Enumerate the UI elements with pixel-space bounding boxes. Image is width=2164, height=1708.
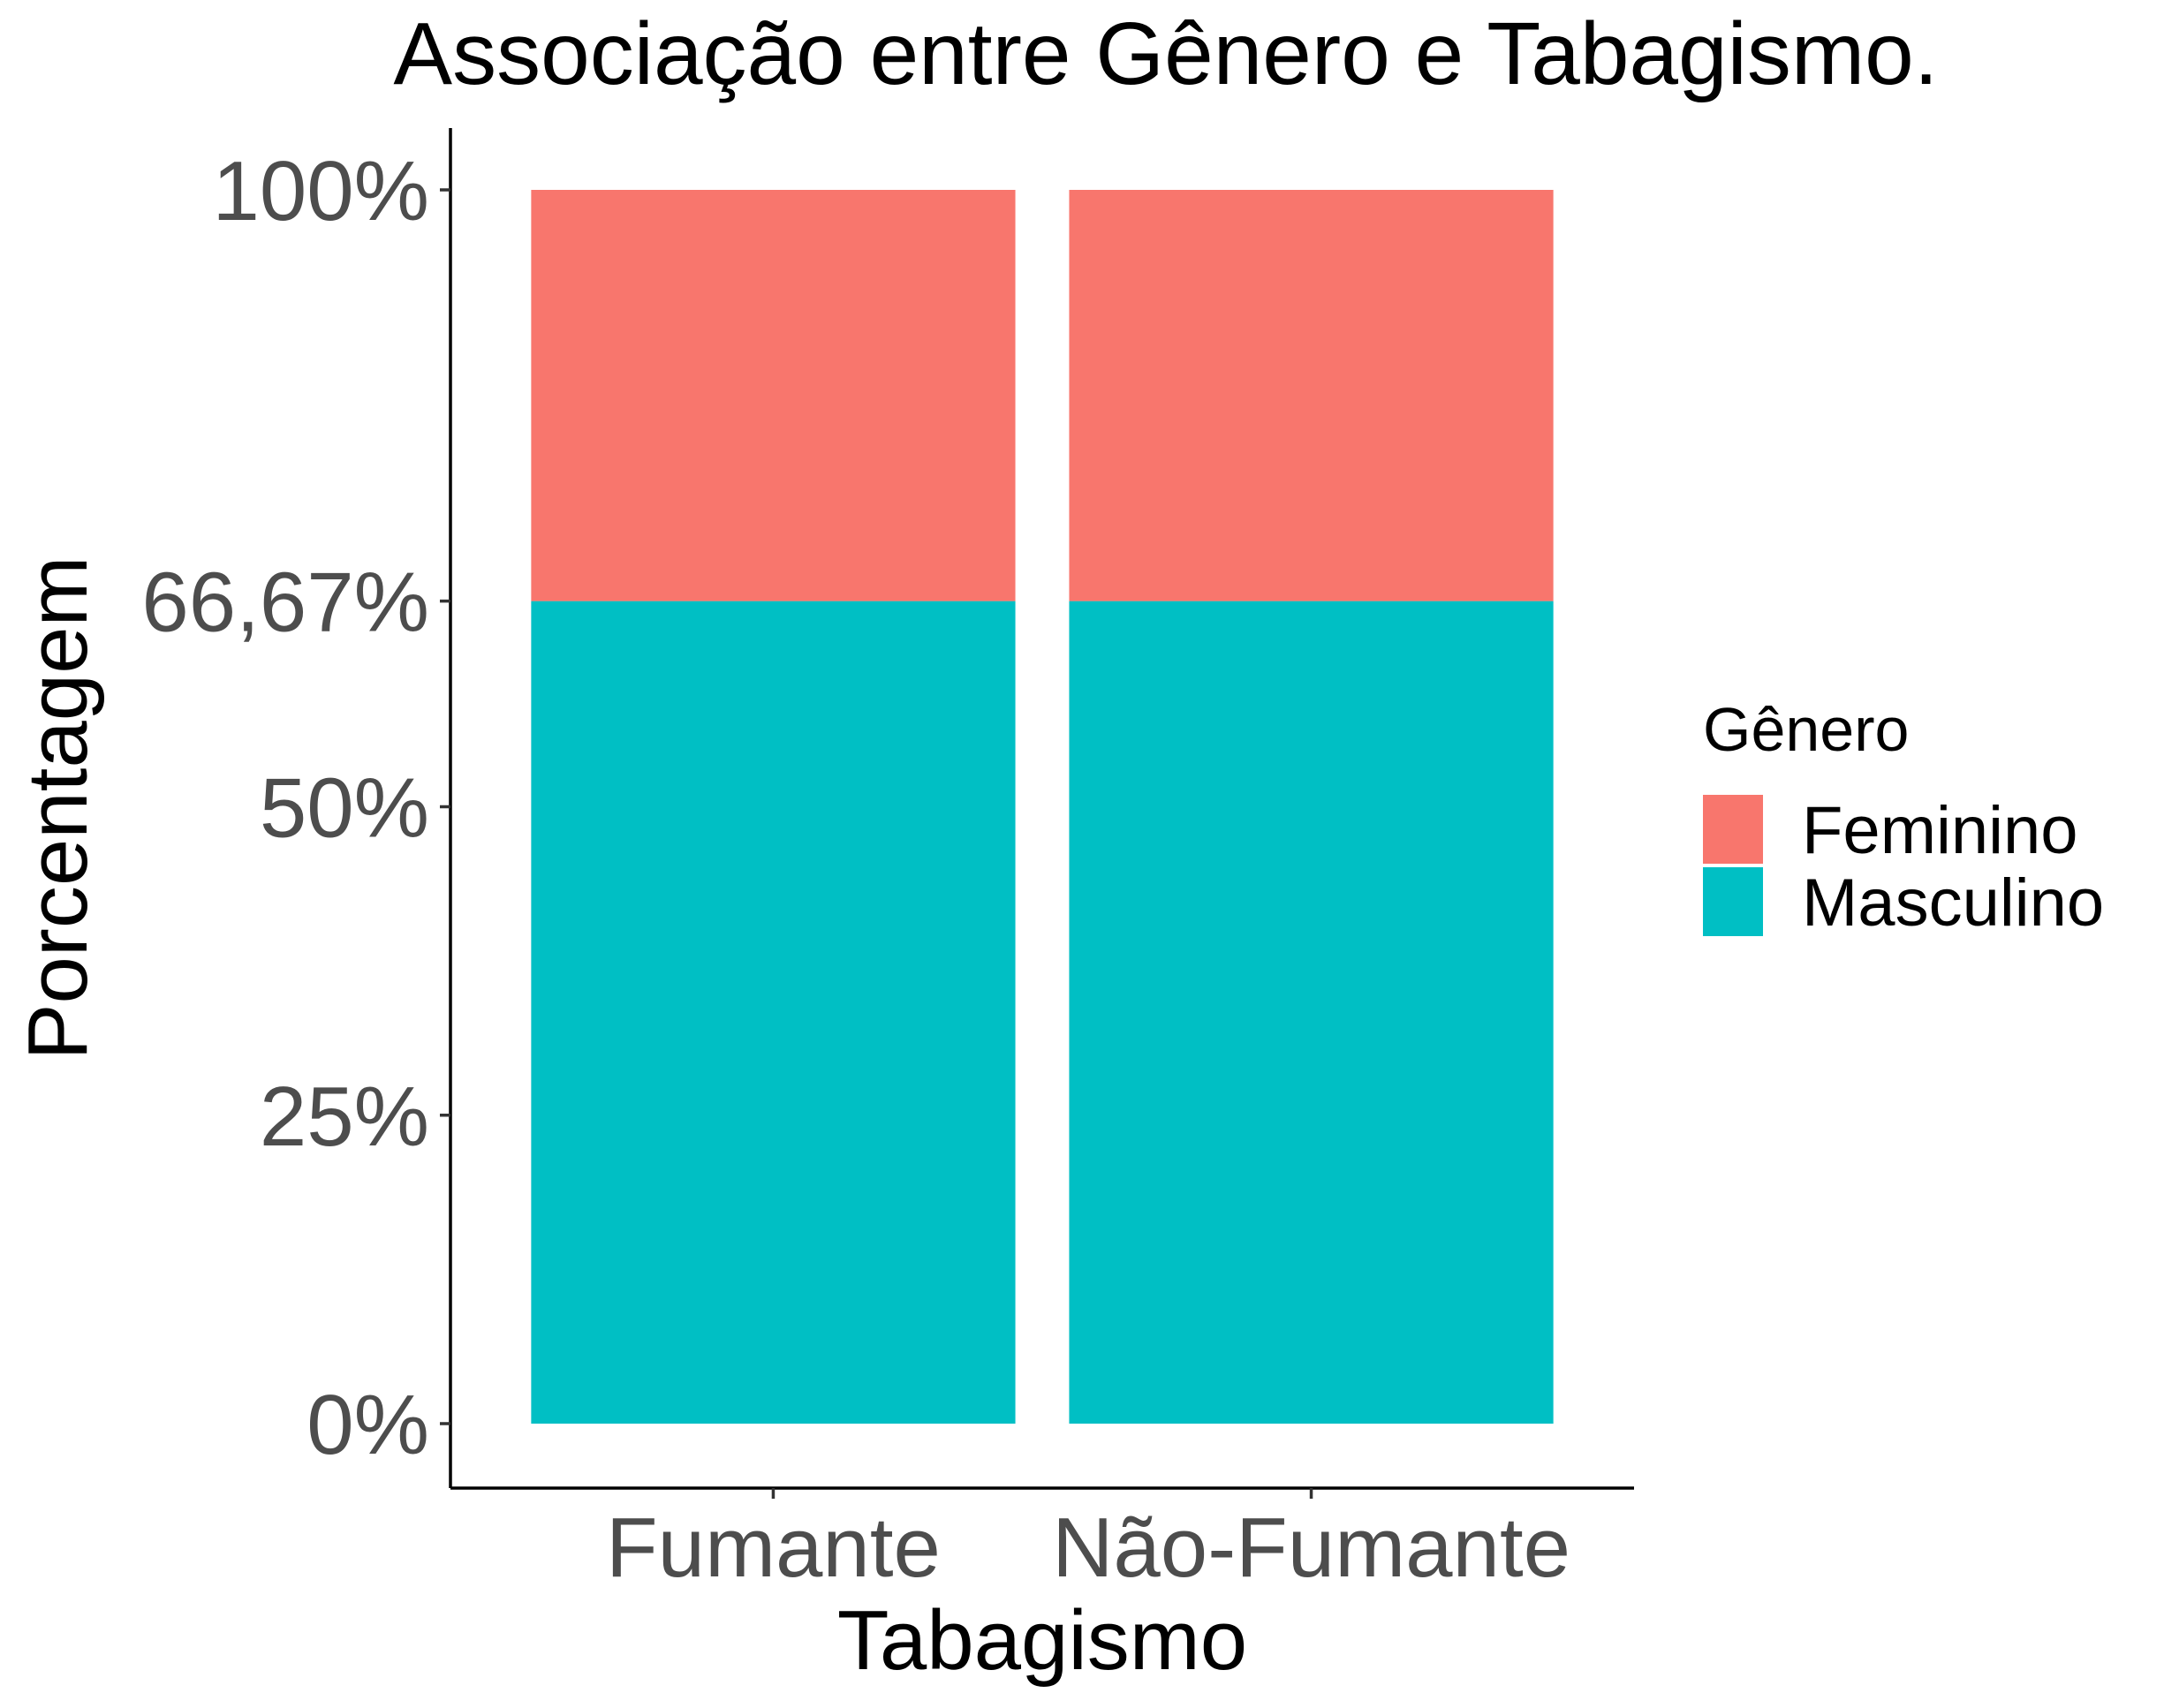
legend-key-masculino — [1703, 867, 1763, 936]
y-tick-label: 0% — [306, 1378, 429, 1472]
bar-fumante-feminino — [531, 190, 1016, 601]
legend-key-feminino — [1703, 795, 1763, 864]
x-tick-label: Não-Fumante — [1052, 1500, 1570, 1595]
y-tick-label: 25% — [260, 1069, 429, 1164]
y-tick-label: 50% — [260, 761, 429, 856]
bars-layer — [531, 190, 1554, 1424]
y-axis: 0% 25% 50% 66,67% 100% — [141, 128, 452, 1488]
x-axis: Fumante Não-Fumante — [450, 1486, 1634, 1595]
legend-title: Gênero — [1703, 695, 1909, 764]
bar-n-o-fumante-feminino — [1069, 190, 1554, 601]
y-axis-title: Porcentagem — [11, 556, 105, 1061]
y-tick-label: 100% — [212, 144, 429, 238]
bar-n-o-fumante-masculino — [1069, 601, 1554, 1424]
x-axis-title: Tabagismo — [837, 1593, 1247, 1688]
chart-title: Associação entre Gênero e Tabagismo. — [393, 4, 1938, 103]
x-tick-label: Fumante — [606, 1500, 941, 1595]
bar-fumante-masculino — [531, 601, 1016, 1424]
legend-label-feminino: Feminino — [1802, 793, 2078, 868]
y-tick-label: 66,67% — [141, 555, 429, 650]
legend-label-masculino: Masculino — [1802, 865, 2104, 941]
